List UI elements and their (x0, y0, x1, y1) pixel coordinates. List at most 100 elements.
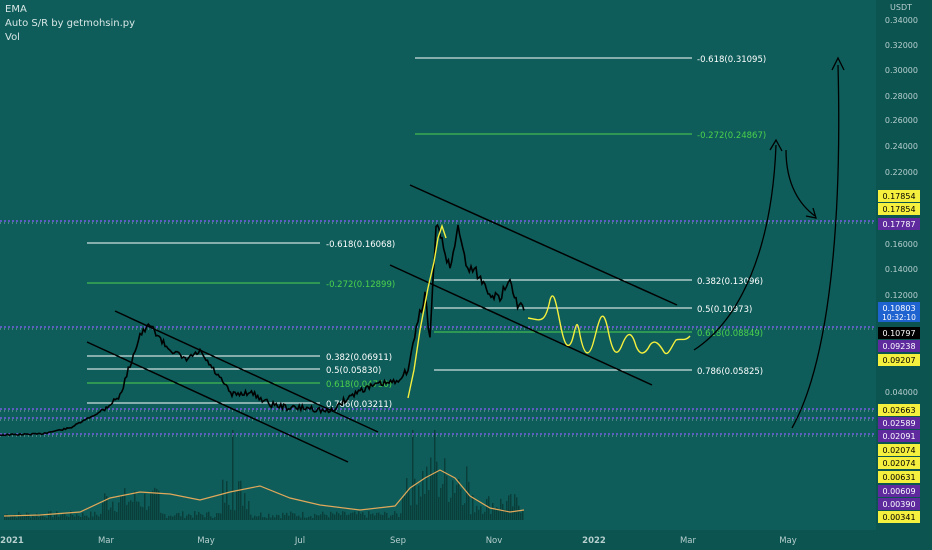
fib-label-left: -0.618(0.16068) (326, 240, 395, 250)
price-tag (878, 430, 920, 442)
y-axis-tick-label: 0.12000 (885, 291, 918, 300)
volume-ema-line (3, 469, 525, 517)
channel-line (114, 310, 379, 433)
y-axis-tick-label: 0.04000 (885, 388, 918, 397)
volume-bar (462, 505, 464, 520)
price-tag-value: 0.00341 (882, 513, 915, 522)
volume-bar (22, 515, 24, 520)
volume-bar (120, 495, 122, 520)
fib-label-left: 0.5(0.05830) (326, 366, 381, 376)
volume-bar (380, 514, 382, 520)
volume-bar (478, 509, 480, 520)
price-tag (878, 203, 920, 215)
volume-bar (340, 514, 342, 520)
volume-bar (304, 517, 306, 520)
volume-bar (274, 517, 276, 520)
volume-bar (516, 497, 518, 520)
price-tag-value: 0.10803 (882, 304, 915, 313)
volume-bar (412, 430, 414, 520)
volume-bar (128, 501, 130, 520)
volume-bar (288, 515, 290, 520)
volume-bar (326, 515, 328, 520)
price-tag-value: 0.02091 (882, 432, 915, 441)
fib-label-right: 0.618(0.08849) (697, 329, 763, 339)
volume-bar (474, 512, 476, 520)
volume-bar (144, 493, 146, 520)
volume-bar (232, 430, 234, 520)
price-tag-value: 0.10797 (882, 329, 915, 338)
fib-label-right: 0.382(0.13096) (697, 277, 763, 287)
volume-bar (60, 515, 62, 520)
volume-bar (430, 457, 432, 520)
volume-bar (16, 517, 18, 520)
volume-bar (178, 512, 180, 520)
volume-bar (244, 493, 246, 520)
volume-bar (6, 514, 8, 520)
volume-bar (256, 516, 258, 520)
fib-label-left: 0.618(0.04750) (326, 380, 392, 390)
volume-bar (520, 512, 522, 520)
volume-bar (12, 515, 14, 520)
x-axis-label: May (779, 536, 797, 546)
volume-bar (188, 513, 190, 520)
volume-bar (148, 506, 150, 520)
volume-bar (104, 493, 106, 520)
volume-bar (114, 511, 116, 520)
volume-bar (466, 466, 468, 520)
volume-bar (318, 515, 320, 520)
volume-bar (14, 514, 16, 520)
volume-bar (320, 514, 322, 520)
y-axis-tick-label: 0.34000 (885, 16, 918, 25)
volume-bar (92, 516, 94, 520)
volume-bar (76, 514, 78, 520)
volume-bar (422, 470, 424, 520)
price-tag (878, 354, 920, 366)
volume-bar (360, 513, 362, 520)
price-tag (878, 511, 920, 523)
price-tag (878, 417, 920, 429)
y-axis-tick-label: 0.28000 (885, 92, 918, 101)
volume-bar (428, 490, 430, 520)
volume-bar (334, 514, 336, 520)
volume-bar (122, 496, 124, 520)
volume-bar (108, 509, 110, 520)
volume-bar (260, 512, 262, 520)
volume-bar (34, 516, 36, 520)
volume-bar (124, 488, 126, 520)
volume-bar (224, 502, 226, 520)
volume-bar (72, 514, 74, 520)
volume-bar (432, 474, 434, 520)
volume-bar (186, 515, 188, 520)
volume-bar (266, 518, 268, 520)
volume-bar (254, 515, 256, 520)
volume-bar (302, 511, 304, 520)
volume-bar (98, 516, 100, 520)
channel-line (86, 341, 349, 463)
volume-bar (28, 513, 30, 520)
volume-bar (106, 496, 108, 520)
volume-bar (50, 511, 52, 520)
volume-bar (292, 513, 294, 520)
price-tag-value: 0.09207 (882, 356, 915, 365)
volume-bar (154, 487, 156, 520)
volume-bar (90, 511, 92, 520)
volume-bar (200, 513, 202, 520)
volume-bar (220, 513, 222, 520)
volume-bar (400, 513, 402, 520)
volume-bar (118, 502, 120, 520)
volume-bar (418, 485, 420, 520)
y-axis-tick-label: 0.22000 (885, 168, 918, 177)
volume-bar (336, 511, 338, 520)
volume-bar (278, 515, 280, 520)
x-axis-label: 2021 (0, 536, 24, 546)
volume-bar (26, 512, 28, 520)
volume-bar (358, 511, 360, 520)
volume-bar (374, 515, 376, 520)
volume-bar (362, 512, 364, 520)
volume-bar (212, 518, 214, 520)
volume-bar (194, 511, 196, 520)
price-tag-value: 0.00390 (882, 500, 915, 509)
volume-bar (10, 516, 12, 520)
fib-label-left: 0.382(0.06911) (326, 353, 392, 363)
